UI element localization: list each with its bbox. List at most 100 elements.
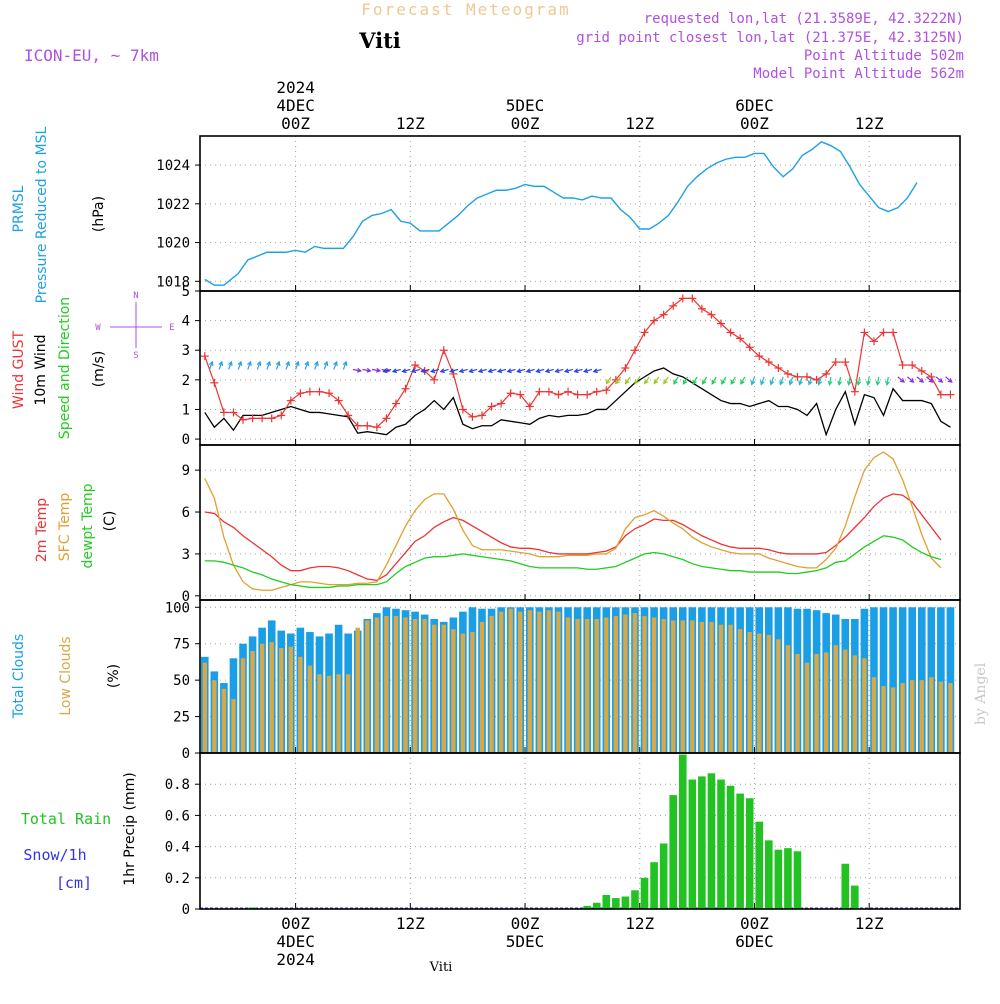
wind-direction-arrow	[228, 360, 233, 370]
arrow-shaft	[770, 376, 775, 385]
y-tick-label: 0	[182, 746, 190, 762]
arrow-shaft	[740, 376, 746, 385]
low-cloud-bar	[737, 629, 743, 753]
rain-bar	[726, 785, 735, 909]
gust-marker	[812, 375, 821, 384]
wind-direction-arrow	[458, 368, 468, 374]
compass-south: S	[133, 351, 138, 361]
top-axis-label: 5DEC	[506, 96, 545, 115]
temp-label-sfc: SFC Temp	[57, 493, 73, 562]
y-tick-label: 0	[182, 432, 190, 448]
precip-axis-label: 1hr Precip (mm)	[122, 772, 138, 885]
arrow-head	[928, 378, 934, 383]
bottom-axis-label: 00Z	[281, 914, 310, 933]
arrow-shaft	[907, 376, 914, 383]
footer-location: Viti	[429, 960, 453, 975]
gust-marker	[506, 389, 515, 398]
low-cloud-bar	[833, 645, 838, 753]
y-tick-label: 0	[182, 589, 190, 605]
arrow-head	[375, 367, 382, 373]
arrow-shaft	[440, 368, 449, 373]
gust-marker	[286, 396, 295, 405]
total-cloud-bar	[898, 607, 907, 753]
arrow-head	[615, 379, 620, 385]
arrow-head	[525, 368, 531, 374]
arrow-shaft	[323, 361, 328, 370]
arrow-shaft	[673, 376, 679, 385]
low-cloud-bar	[441, 624, 446, 753]
low-cloud-bar	[556, 611, 561, 753]
y-tick-label: 50	[173, 673, 190, 689]
gust-marker	[822, 369, 831, 378]
arrow-head	[919, 378, 925, 383]
arrow-head	[846, 380, 852, 386]
low-cloud-bar	[498, 611, 504, 753]
low-cloud-bar	[537, 611, 542, 753]
gust-marker	[697, 304, 706, 313]
y-tick-label: 0.6	[165, 808, 190, 824]
wind-direction-arrow	[256, 360, 262, 370]
wind-direction-arrow	[907, 376, 915, 383]
wind-direction-arrow	[420, 368, 430, 374]
gust-marker	[898, 361, 907, 370]
gust-marker	[372, 423, 381, 432]
arrow-shaft	[615, 376, 622, 384]
arrow-head	[496, 368, 503, 374]
wind-direction-arrow	[439, 368, 449, 374]
wind-direction-arrow	[692, 376, 698, 385]
bottom-axis-label: 00Z	[511, 914, 540, 933]
arrow-shaft	[574, 368, 583, 373]
arrow-head	[356, 367, 363, 373]
low-cloud-bar	[766, 634, 772, 753]
low-cloud-bar	[785, 645, 791, 753]
wind-direction-arrow	[362, 367, 372, 373]
arrow-head	[275, 360, 281, 367]
rain-bar	[669, 795, 678, 909]
low-cloud-bar	[518, 611, 523, 753]
arrow-shaft	[383, 368, 392, 373]
arrow-shaft	[459, 368, 468, 373]
gust-marker	[783, 369, 792, 378]
low-cloud-bar	[852, 655, 858, 753]
low-cloud-bar	[881, 685, 886, 753]
low-cloud-bar	[374, 617, 380, 753]
arrow-shaft	[295, 361, 299, 370]
wind-direction-arrow	[817, 376, 823, 386]
arrow-head	[342, 360, 348, 367]
low-cloud-bar	[680, 620, 685, 753]
wind-direction-arrow	[673, 376, 679, 385]
requested-coords: requested lon,lat (21.3589E, 42.3222N)	[644, 11, 964, 27]
clouds-label-total: Total Clouds	[11, 634, 27, 719]
gust-marker	[592, 387, 601, 396]
gust-marker	[908, 361, 917, 370]
wind-direction-arrow	[218, 360, 224, 370]
y-tick-label: 0.2	[165, 871, 190, 887]
gust-marker	[717, 319, 726, 328]
arrow-head	[382, 368, 388, 374]
rain-bar	[640, 877, 649, 909]
low-cloud-bar	[345, 674, 351, 753]
arrow-head	[663, 379, 668, 385]
low-cloud-bar	[823, 652, 829, 753]
wind-direction-arrow	[237, 360, 243, 370]
gust-marker	[745, 343, 754, 352]
gust-marker	[860, 328, 869, 337]
wind-direction-arrow	[653, 376, 660, 385]
arrow-shaft	[478, 368, 487, 373]
wind-direction-arrow	[468, 368, 478, 374]
arrow-shaft	[867, 376, 870, 385]
wind-direction-arrow	[702, 376, 708, 385]
arrow-shaft	[564, 368, 573, 373]
arrow-head	[856, 380, 862, 386]
low-cloud-bar	[489, 616, 494, 753]
arrow-head	[624, 379, 630, 385]
arrow-shaft	[555, 368, 564, 373]
arrow-shaft	[208, 361, 213, 370]
rain-bar	[717, 779, 725, 909]
arrow-head	[544, 368, 551, 374]
wind-direction-arrow	[885, 376, 890, 386]
gust-marker	[755, 352, 764, 361]
arrow-shaft	[779, 376, 784, 385]
gust-marker	[831, 358, 840, 367]
low-cloud-bar	[202, 662, 207, 753]
